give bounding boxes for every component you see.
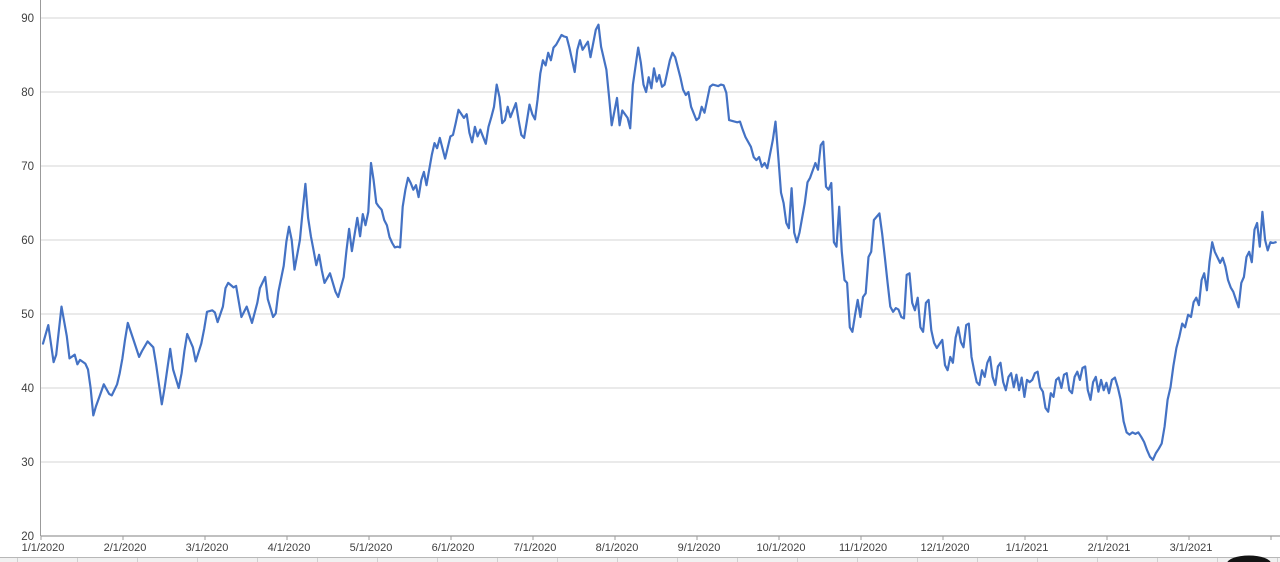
- x-axis-label: 3/1/2020: [186, 542, 229, 554]
- series-line: [41, 23, 1277, 461]
- x-axis-label: 3/1/2021: [1170, 542, 1213, 554]
- y-axis-tick-labels: 20 30 40 50 60 70 80 90: [21, 13, 34, 543]
- x-axis-label: 6/1/2020: [432, 542, 475, 554]
- y-axis-label: 90: [21, 13, 34, 25]
- x-axis-tick-labels: 1/1/2020 2/1/2020 3/1/2020 4/1/2020 5/1/2020…: [22, 542, 1213, 554]
- x-axis-label: 1/1/2021: [1006, 542, 1049, 554]
- x-axis-label: 2/1/2020: [104, 542, 147, 554]
- strip-fill: [0, 557, 1280, 562]
- spreadsheet-row-strip: [0, 557, 1280, 562]
- y-axis-label: 40: [21, 383, 34, 395]
- x-axis-label: 9/1/2020: [678, 542, 721, 554]
- axes: [40, 0, 1280, 540]
- y-axis-label: 20: [21, 531, 34, 543]
- dark-ellipse: [1227, 555, 1271, 562]
- x-axis-label: 11/1/2020: [839, 542, 887, 554]
- dark-shape-fragment: [1227, 555, 1271, 562]
- y-axis-label: 50: [21, 309, 34, 321]
- x-axis-label: 1/1/2020: [22, 542, 65, 554]
- x-axis-label: 4/1/2020: [268, 542, 311, 554]
- x-axis-label: 8/1/2020: [596, 542, 639, 554]
- y-axis-label: 30: [21, 457, 34, 469]
- y-axis-label: 70: [21, 161, 34, 173]
- y-axis-label: 60: [21, 235, 34, 247]
- x-axis-label: 5/1/2020: [350, 542, 393, 554]
- x-axis-label: 10/1/2020: [757, 542, 806, 554]
- x-axis-label: 2/1/2021: [1088, 542, 1131, 554]
- x-axis-label: 7/1/2020: [514, 542, 557, 554]
- y-axis-label: 80: [21, 87, 34, 99]
- gridlines: [40, 17, 1280, 463]
- data-series: [41, 23, 1277, 461]
- x-axis-label: 12/1/2020: [921, 542, 970, 554]
